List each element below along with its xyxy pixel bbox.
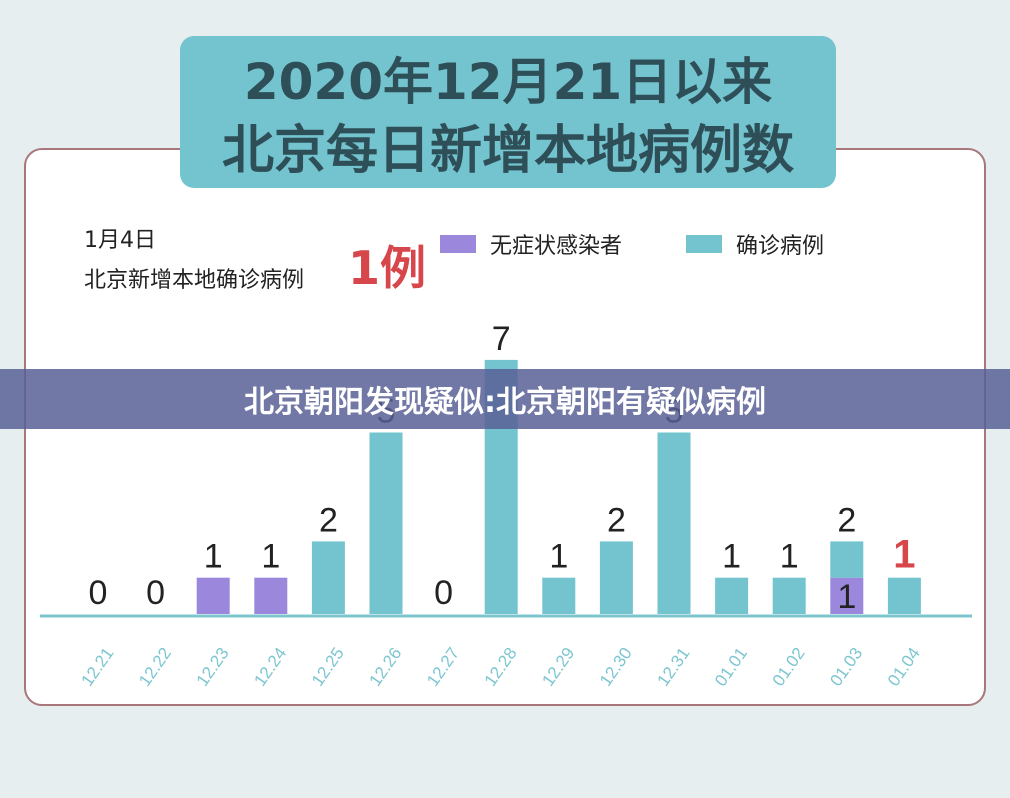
bar-confirmed bbox=[830, 541, 864, 578]
x-tick-label: 12.22 bbox=[135, 644, 175, 690]
bar-asymptomatic bbox=[196, 577, 230, 614]
legend-label-asymptomatic: 无症状感染者 bbox=[490, 234, 623, 259]
bar-value-label: 1 bbox=[204, 538, 223, 576]
overlay-banner: 北京朝阳发现疑似:北京朝阳有疑似病例 bbox=[0, 369, 1010, 429]
x-tick-label: 12.31 bbox=[654, 644, 694, 690]
bar-value-label: 1 bbox=[780, 538, 799, 576]
x-tick-label: 01.02 bbox=[769, 644, 809, 690]
x-tick-label: 12.30 bbox=[596, 644, 636, 690]
bar-value-label: 0 bbox=[89, 574, 108, 612]
bar-confirmed bbox=[887, 577, 921, 614]
bar-value-label: 0 bbox=[146, 574, 165, 612]
bar-confirmed bbox=[657, 432, 691, 614]
bar-confirmed bbox=[772, 577, 806, 614]
bar-value-label: 1 bbox=[893, 533, 915, 577]
x-tick-label: 01.01 bbox=[711, 644, 751, 690]
title-line-2: 北京每日新增本地病例数 bbox=[221, 121, 794, 181]
title-box: 2020年12月21日以来 北京每日新增本地病例数 bbox=[180, 36, 836, 188]
title-line-1: 2020年12月21日以来 bbox=[243, 53, 773, 111]
legend-swatch-confirmed bbox=[686, 235, 722, 253]
bar-value-label: 1 bbox=[261, 538, 280, 576]
bar-value-label: 1 bbox=[837, 578, 856, 616]
x-tick-label: 12.21 bbox=[78, 644, 118, 690]
bar-confirmed bbox=[715, 577, 749, 614]
bar-confirmed bbox=[599, 541, 633, 614]
bar-total-label: 2 bbox=[837, 501, 856, 539]
legend-label-confirmed: 确诊病例 bbox=[736, 234, 825, 259]
bar-value-label: 2 bbox=[319, 501, 338, 539]
bar-asymptomatic bbox=[254, 577, 288, 614]
legend-swatch-asymptomatic bbox=[440, 235, 476, 253]
x-tick-label: 01.04 bbox=[884, 644, 924, 690]
bar-value-label: 0 bbox=[434, 574, 453, 612]
x-tick-label: 12.23 bbox=[193, 644, 233, 690]
x-tick-label: 12.27 bbox=[423, 644, 463, 690]
info-text: 北京新增本地确诊病例 bbox=[84, 268, 305, 293]
x-tick-label: 12.28 bbox=[481, 644, 521, 690]
x-tick-label: 12.25 bbox=[308, 644, 348, 690]
bar-confirmed bbox=[369, 432, 403, 614]
info-count: 1例 bbox=[348, 241, 427, 295]
x-tick-label: 01.03 bbox=[826, 644, 866, 690]
info-date: 1月4日 bbox=[84, 228, 156, 253]
legend-item-confirmed: 确诊病例 bbox=[686, 228, 824, 260]
bar-value-label: 2 bbox=[607, 501, 626, 539]
bar-asymptomatic bbox=[830, 577, 864, 614]
bar-value-label: 1 bbox=[722, 538, 741, 576]
bar-value-label: 1 bbox=[549, 538, 568, 576]
bar-value-label: 7 bbox=[492, 320, 511, 358]
bar-confirmed bbox=[311, 541, 345, 614]
x-tick-label: 12.29 bbox=[538, 644, 578, 690]
x-tick-label: 12.26 bbox=[366, 644, 406, 690]
legend-item-asymptomatic: 无症状感染者 bbox=[440, 228, 622, 260]
bar-confirmed bbox=[542, 577, 576, 614]
x-tick-label: 12.24 bbox=[250, 644, 290, 690]
